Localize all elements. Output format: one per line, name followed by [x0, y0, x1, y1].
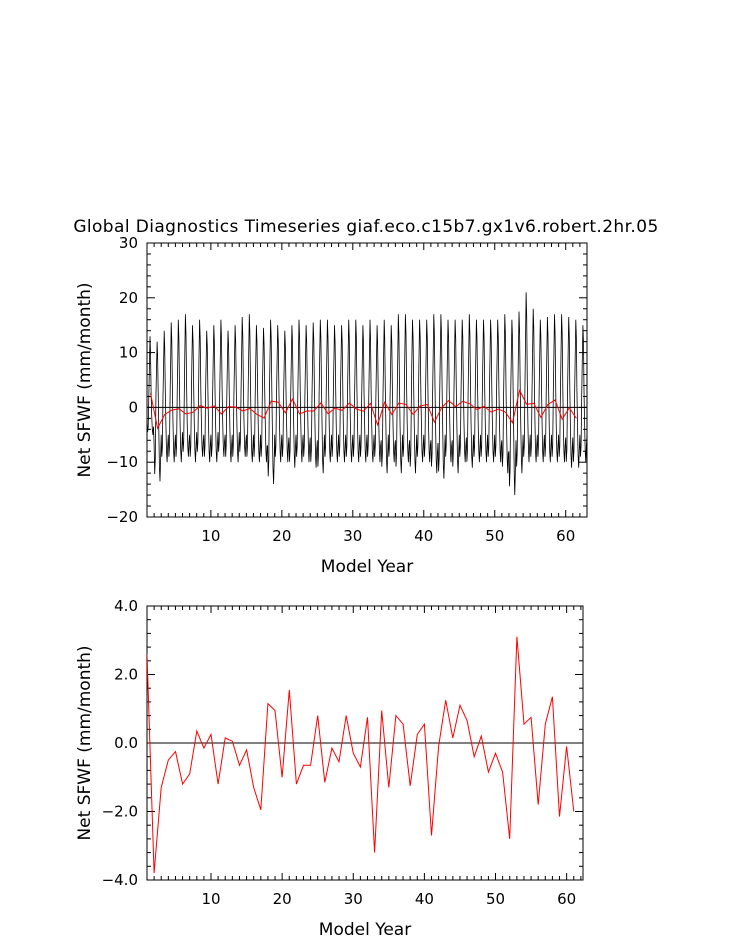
y-tick-label: 4.0 — [114, 597, 138, 615]
top-panel: 10 20 30 40 50 60 −20 −10 0 10 20 30 Model Year Net S… — [75, 234, 588, 577]
x-tick-label: 40 — [414, 527, 433, 545]
x-tick-label: 30 — [344, 890, 363, 908]
series-group — [147, 636, 575, 874]
y-tick-label: −10 — [106, 453, 138, 471]
y-tick-label: 10 — [119, 344, 138, 362]
x-axis-label: Model Year — [321, 557, 413, 577]
annual-mean-line — [150, 388, 577, 430]
series-group — [147, 292, 587, 496]
y-tick-label: −2.0 — [102, 803, 138, 821]
x-axis-label: Model Year — [319, 920, 411, 940]
y-tick-label: −4.0 — [102, 871, 138, 889]
x-tick-label: 40 — [415, 890, 434, 908]
y-tick-label: 30 — [119, 234, 138, 252]
x-tick-label: 60 — [557, 890, 576, 908]
y-axis-label: Net SFWF (mm/month) — [75, 282, 95, 477]
x-tick-label: 20 — [272, 527, 291, 545]
y-axis-label: Net SFWF (mm/month) — [75, 645, 95, 840]
x-tick-label: 50 — [485, 527, 504, 545]
x-tick-label: 10 — [201, 527, 220, 545]
x-tick-label: 10 — [201, 890, 220, 908]
y-tick-label: −20 — [106, 508, 138, 526]
bottom-panel: 10 20 30 40 50 60 −4.0 −2.0 0.0 2.0 4.0 Model Year N… — [75, 597, 584, 940]
x-tick-label: 30 — [343, 527, 362, 545]
x-tick-label: 20 — [273, 890, 292, 908]
y-tick-label: 0 — [128, 398, 138, 416]
monthly-series-line — [147, 292, 587, 496]
x-tick-label: 60 — [556, 527, 575, 545]
chart-title: Global Diagnostics Timeseries giaf.eco.c… — [73, 217, 658, 237]
y-tick-label: 2.0 — [114, 666, 138, 684]
y-tick-label: 0.0 — [114, 734, 138, 752]
x-tick-label: 50 — [486, 890, 505, 908]
y-tick-label: 20 — [119, 289, 138, 307]
annual-mean-line — [147, 636, 575, 874]
